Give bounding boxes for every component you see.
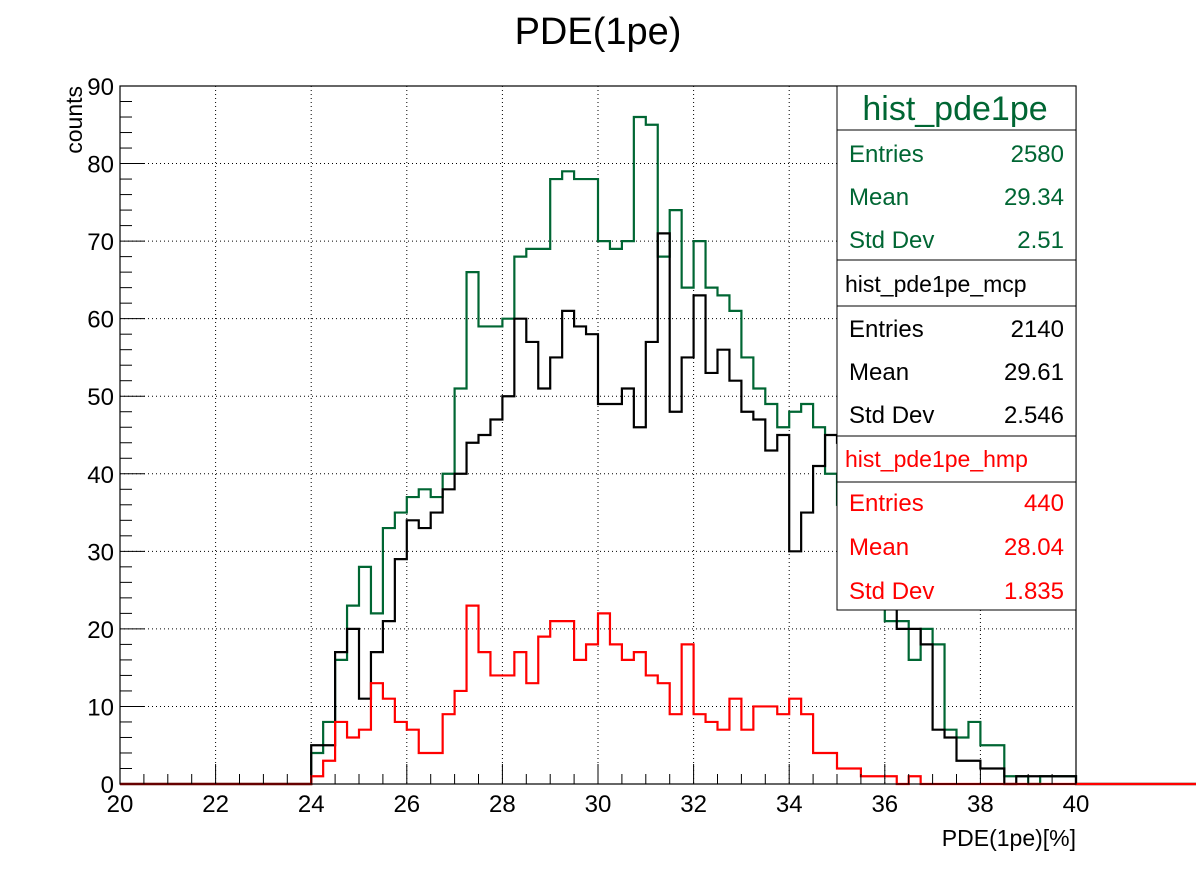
stats-title: hist_pde1pe_hmp <box>845 446 1028 472</box>
y-axis-title: counts <box>61 86 87 154</box>
stats-value: 1.835 <box>1004 578 1064 605</box>
stats-label: Std Dev <box>849 402 934 429</box>
x-tick-label: 28 <box>489 791 516 818</box>
y-tick-label: 80 <box>87 152 114 179</box>
stats-label: Entries <box>849 141 924 168</box>
stats-label: Mean <box>849 534 909 561</box>
x-tick-label: 36 <box>871 791 898 818</box>
stats-label: Std Dev <box>849 227 934 254</box>
x-tick-label: 38 <box>967 791 994 818</box>
x-tick-label: 22 <box>202 791 229 818</box>
stats-value: 2580 <box>1011 141 1064 168</box>
tick-labels: 20 22 24 26 28 30 32 34 36 38 40 0 10 20 30 40 50 60 70 80 9… <box>87 74 1089 818</box>
stats-value: 29.61 <box>1004 359 1064 386</box>
stats-label: Std Dev <box>849 578 934 605</box>
stats-value: 2140 <box>1011 316 1064 343</box>
y-tick-label: 90 <box>87 74 114 101</box>
stats-value: 2.546 <box>1004 402 1064 429</box>
x-tick-label: 30 <box>585 791 612 818</box>
stats-box-hist-pde1pe-hmp <box>836 435 1077 611</box>
y-tick-label: 40 <box>87 462 114 489</box>
x-tick-label: 32 <box>680 791 707 818</box>
y-tick-label: 10 <box>87 694 114 721</box>
stats-value: 440 <box>1024 490 1064 517</box>
stats-title: hist_pde1pe <box>862 90 1047 128</box>
y-tick-label: 60 <box>87 307 114 334</box>
stats-value: 29.34 <box>1004 184 1064 211</box>
y-tick-label: 20 <box>87 617 114 644</box>
y-tick-label: 70 <box>87 229 114 256</box>
stats-value: 28.04 <box>1004 534 1064 561</box>
y-tick-label: 0 <box>101 772 114 799</box>
y-tick-label: 30 <box>87 539 114 566</box>
x-tick-label: 26 <box>393 791 420 818</box>
x-tick-label: 40 <box>1063 791 1090 818</box>
chart-title: PDE(1pe) <box>515 11 682 53</box>
stats-box-hist-pde1pe <box>836 85 1077 261</box>
axis-ticks <box>119 85 1077 785</box>
stats-boxes: hist_pde1pe Entries 2580 Mean 29.34 Std Dev 2.… <box>836 85 1077 611</box>
stats-label: Entries <box>849 316 924 343</box>
series-line-hist-pde1pe-mcp <box>120 232 1196 786</box>
stats-label: Mean <box>849 359 909 386</box>
stats-box-hist-pde1pe-mcp <box>836 259 1077 437</box>
x-tick-label: 20 <box>107 791 134 818</box>
x-tick-label: 24 <box>298 791 325 818</box>
stats-label: Mean <box>849 184 909 211</box>
stats-value: 2.51 <box>1017 227 1064 254</box>
stats-title: hist_pde1pe_mcp <box>845 271 1027 297</box>
stats-label: Entries <box>849 490 924 517</box>
x-axis-title: PDE(1pe)[%] <box>942 825 1076 851</box>
y-tick-label: 50 <box>87 384 114 411</box>
x-tick-label: 34 <box>776 791 803 818</box>
